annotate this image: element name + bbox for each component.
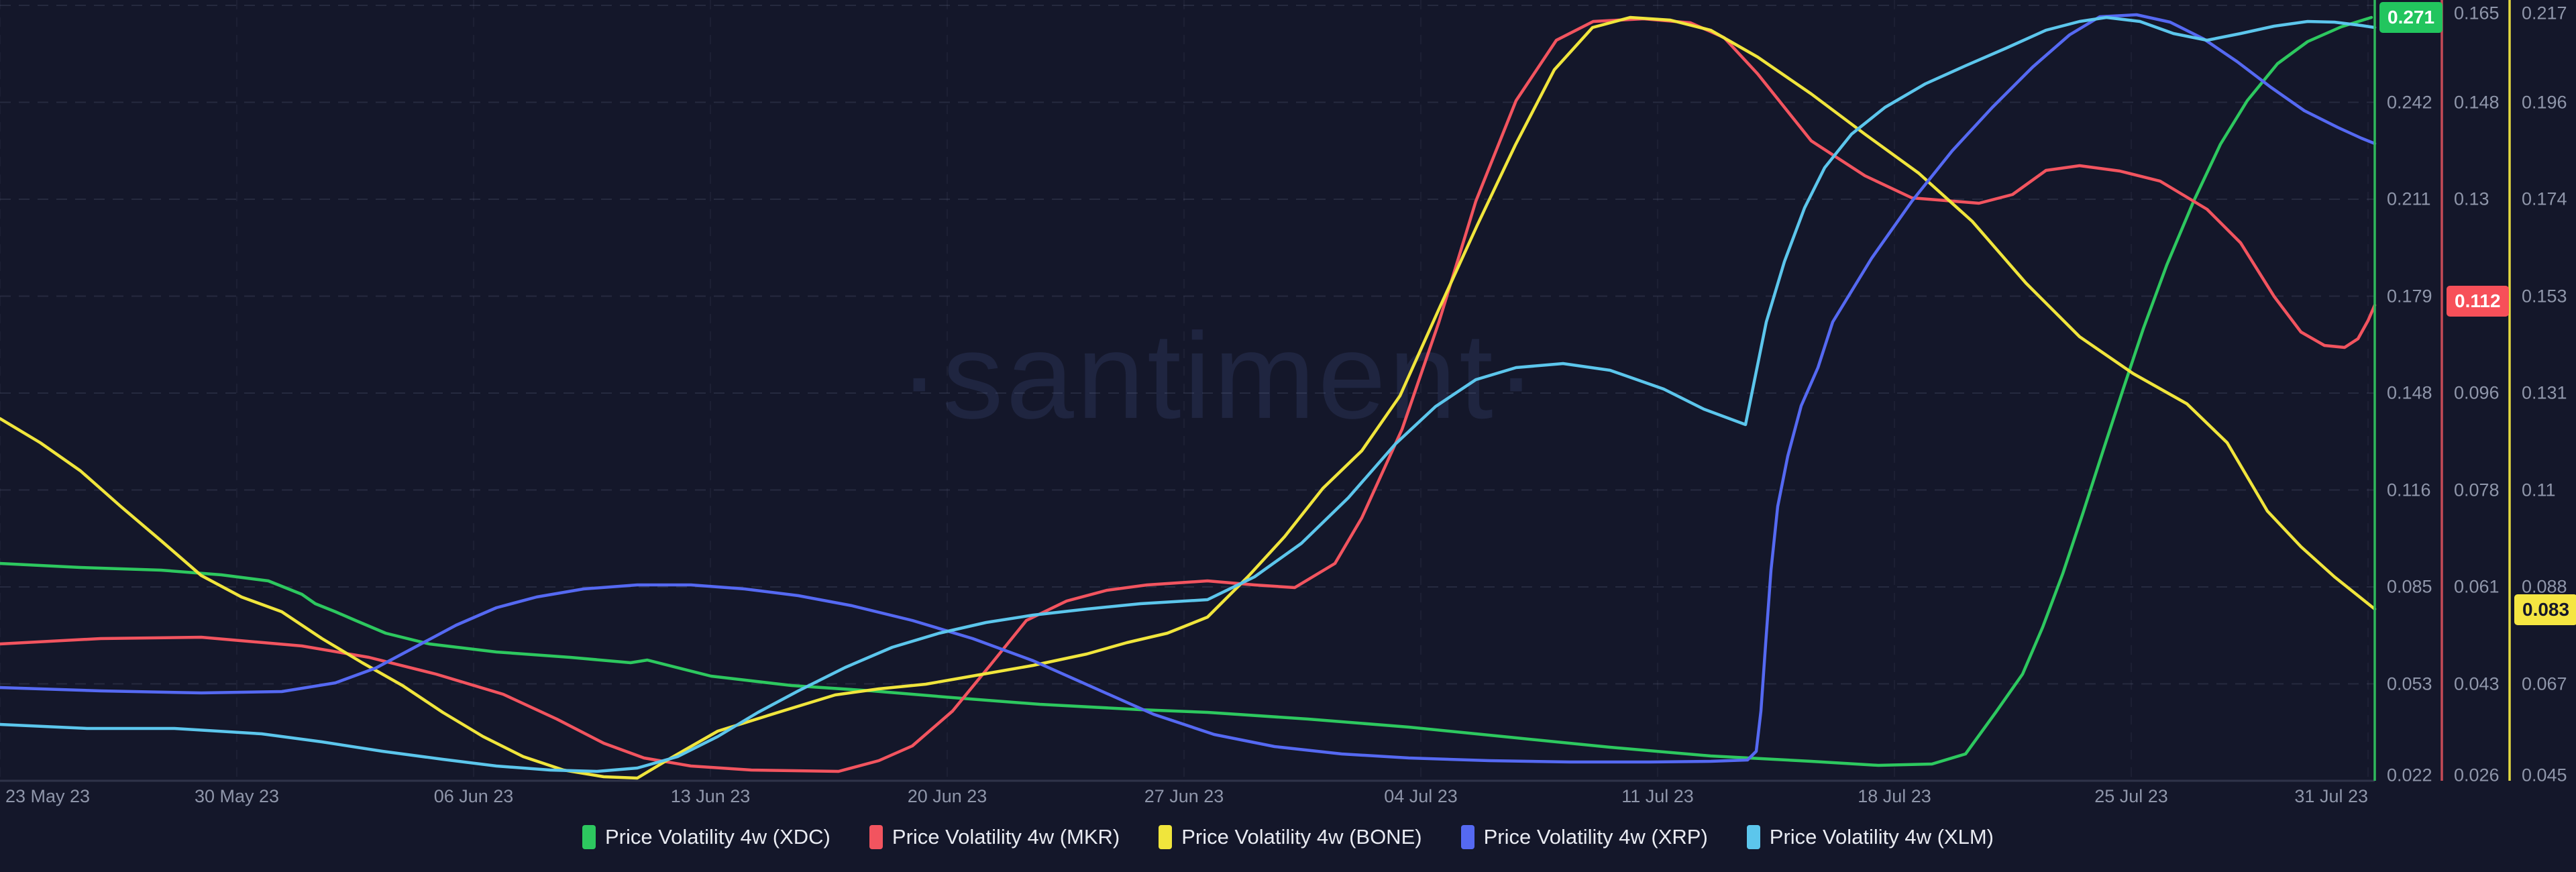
legend-item-bone[interactable]: Price Volatility 4w (BONE)	[1159, 825, 1422, 849]
axis-tick-bone: 0.045	[2522, 765, 2567, 785]
current-value-badge-bone: 0.083	[2514, 594, 2576, 625]
date-label: 23 May 23	[5, 786, 91, 806]
axis-tick-mkr: 0.165	[2454, 3, 2500, 23]
series-line-xdc	[0, 15, 2373, 767]
axis-tick-mkr: 0.148	[2454, 92, 2500, 112]
axis-tick-bone: 0.196	[2522, 92, 2567, 112]
axis-tick-xdc: 0.085	[2387, 576, 2432, 597]
axis-tick-bone: 0.174	[2522, 188, 2567, 209]
legend-item-mkr[interactable]: Price Volatility 4w (MKR)	[869, 825, 1120, 849]
date-label: 20 Jun 23	[907, 786, 987, 806]
date-label: 06 Jun 23	[433, 786, 514, 806]
current-value-badge-xdc: 0.271	[2379, 2, 2443, 33]
axis-tick-xdc: 0.022	[2387, 765, 2432, 785]
legend-item-xlm[interactable]: Price Volatility 4w (XLM)	[1746, 825, 1994, 849]
date-label: 27 Jun 23	[1144, 786, 1224, 806]
axis-tick-mkr: 0.026	[2454, 765, 2500, 785]
legend-item-label: Price Volatility 4w (BONE)	[1181, 825, 1422, 849]
axis-tick-mkr: 0.13	[2454, 188, 2489, 209]
legend-item-label: Price Volatility 4w (XLM)	[1769, 825, 1994, 849]
current-value-badge-mkr: 0.112	[2447, 286, 2509, 317]
axis-tick-mkr: 0.061	[2454, 576, 2500, 597]
axis-tick-xdc: 0.179	[2387, 286, 2432, 306]
axis-tick-mkr: 0.096	[2454, 382, 2500, 403]
axis-tick-bone: 0.088	[2522, 576, 2567, 597]
date-label: 11 Jul 23	[1621, 786, 1694, 806]
legend-item-label: Price Volatility 4w (XDC)	[604, 825, 830, 849]
date-label: 13 Jun 23	[670, 786, 751, 806]
axis-tick-bone: 0.131	[2522, 382, 2567, 403]
legend-item-label: Price Volatility 4w (MKR)	[892, 825, 1120, 849]
date-label: 04 Jul 23	[1384, 786, 1458, 806]
legend-swatch-icon	[869, 825, 883, 849]
axis-tick-bone: 0.153	[2522, 286, 2567, 306]
legend-swatch-icon	[1159, 825, 1173, 849]
axis-tick-mkr: 0.043	[2454, 673, 2500, 694]
axis-tick-xdc: 0.053	[2387, 673, 2432, 694]
axis-tick-mkr: 0.078	[2454, 480, 2500, 500]
date-label: 25 Jul 23	[2094, 786, 2168, 806]
axis-tick-xdc: 0.116	[2387, 480, 2431, 500]
date-label: 31 Jul 23	[2294, 786, 2368, 806]
axis-tick-bone: 0.217	[2522, 3, 2567, 23]
axis-tick-xdc: 0.242	[2387, 92, 2432, 112]
date-label: 30 May 23	[194, 786, 280, 806]
axis-tick-bone: 0.067	[2522, 673, 2567, 694]
legend-swatch-icon	[582, 825, 596, 849]
legend: Price Volatility 4w (XDC) Price Volatilit…	[0, 825, 2576, 849]
axis-tick-xdc: 0.211	[2387, 188, 2431, 209]
axis-tick-bone: 0.11	[2522, 480, 2556, 500]
series-line-bone	[0, 15, 2377, 780]
series-line-xrp	[0, 13, 2377, 764]
series-line-xlm	[0, 15, 2377, 773]
legend-swatch-icon	[1460, 825, 1474, 849]
axis-tick-xdc: 0.148	[2387, 382, 2432, 403]
legend-swatch-icon	[1746, 825, 1760, 849]
legend-item-xdc[interactable]: Price Volatility 4w (XDC)	[582, 825, 830, 849]
legend-item-label: Price Volatility 4w (XRP)	[1483, 825, 1708, 849]
series-line-mkr	[0, 17, 2377, 773]
date-label: 18 Jul 23	[1858, 786, 1931, 806]
legend-item-xrp[interactable]: Price Volatility 4w (XRP)	[1460, 825, 1708, 849]
